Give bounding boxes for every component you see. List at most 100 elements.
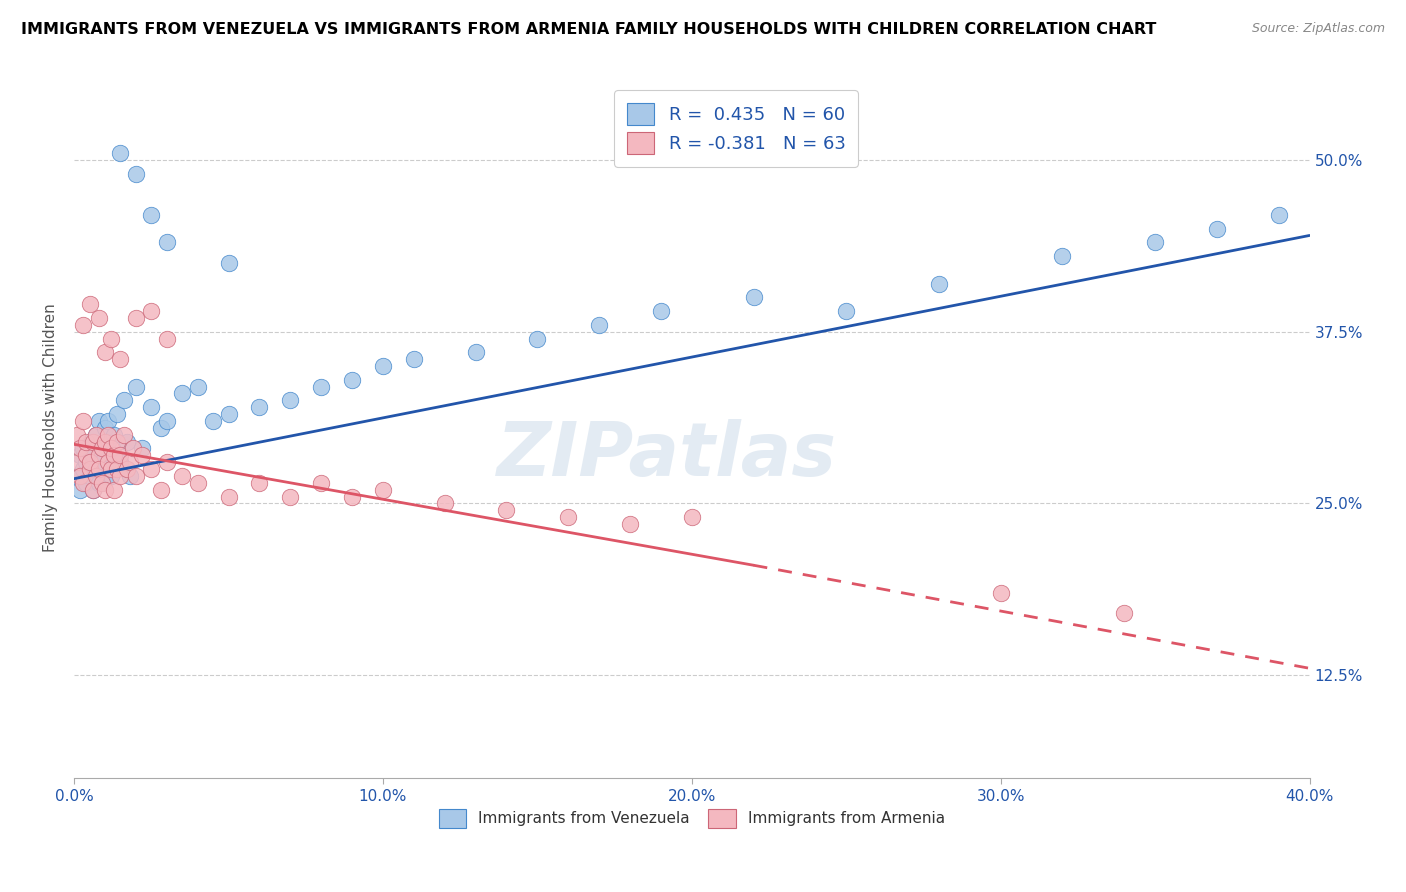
Legend: Immigrants from Venezuela, Immigrants from Armenia: Immigrants from Venezuela, Immigrants fr… bbox=[433, 803, 952, 834]
Point bbox=[495, 503, 517, 517]
Point bbox=[172, 469, 194, 483]
Point bbox=[87, 475, 110, 490]
Point bbox=[79, 462, 101, 476]
Point bbox=[100, 469, 122, 483]
Point bbox=[103, 448, 125, 462]
Point bbox=[72, 475, 94, 490]
Point bbox=[66, 455, 89, 469]
Point bbox=[82, 434, 104, 449]
Point bbox=[218, 407, 240, 421]
Point bbox=[340, 490, 363, 504]
Point bbox=[84, 427, 107, 442]
Point bbox=[278, 490, 301, 504]
Point bbox=[75, 448, 97, 462]
Point bbox=[97, 434, 120, 449]
Point bbox=[110, 455, 132, 469]
Point bbox=[557, 510, 579, 524]
Point bbox=[125, 379, 148, 393]
Point bbox=[156, 455, 179, 469]
Point bbox=[110, 469, 132, 483]
Point bbox=[75, 434, 97, 449]
Point bbox=[131, 448, 153, 462]
Point bbox=[82, 448, 104, 462]
Point bbox=[82, 483, 104, 497]
Point bbox=[90, 442, 112, 456]
Point bbox=[75, 475, 97, 490]
Point bbox=[278, 393, 301, 408]
Point bbox=[125, 167, 148, 181]
Point bbox=[90, 442, 112, 456]
Point bbox=[141, 304, 163, 318]
Point bbox=[464, 345, 486, 359]
Point bbox=[371, 359, 394, 373]
Point bbox=[90, 455, 112, 469]
Point bbox=[371, 483, 394, 497]
Point bbox=[84, 427, 107, 442]
Point bbox=[433, 496, 456, 510]
Point bbox=[526, 332, 548, 346]
Point bbox=[72, 318, 94, 332]
Point bbox=[79, 455, 101, 469]
Point bbox=[94, 469, 117, 483]
Point bbox=[309, 475, 332, 490]
Point bbox=[103, 483, 125, 497]
Point bbox=[97, 414, 120, 428]
Point bbox=[115, 462, 138, 476]
Point bbox=[87, 462, 110, 476]
Point bbox=[156, 332, 179, 346]
Point bbox=[82, 483, 104, 497]
Point bbox=[141, 462, 163, 476]
Point bbox=[118, 455, 141, 469]
Point bbox=[103, 427, 125, 442]
Text: IMMIGRANTS FROM VENEZUELA VS IMMIGRANTS FROM ARMENIA FAMILY HOUSEHOLDS WITH CHIL: IMMIGRANTS FROM VENEZUELA VS IMMIGRANTS … bbox=[21, 22, 1157, 37]
Point bbox=[149, 483, 172, 497]
Point bbox=[218, 490, 240, 504]
Point bbox=[218, 256, 240, 270]
Point bbox=[141, 208, 163, 222]
Point bbox=[1267, 208, 1289, 222]
Point bbox=[172, 386, 194, 401]
Point bbox=[97, 455, 120, 469]
Point bbox=[69, 442, 91, 456]
Point bbox=[141, 401, 163, 415]
Point bbox=[619, 516, 641, 531]
Point bbox=[75, 455, 97, 469]
Point bbox=[247, 475, 270, 490]
Y-axis label: Family Households with Children: Family Households with Children bbox=[44, 303, 58, 552]
Point bbox=[105, 434, 128, 449]
Point bbox=[187, 475, 209, 490]
Point bbox=[187, 379, 209, 393]
Point bbox=[79, 434, 101, 449]
Point bbox=[79, 297, 101, 311]
Point bbox=[125, 469, 148, 483]
Point bbox=[112, 393, 135, 408]
Point bbox=[100, 442, 122, 456]
Point bbox=[112, 427, 135, 442]
Point bbox=[340, 373, 363, 387]
Point bbox=[87, 414, 110, 428]
Point bbox=[309, 379, 332, 393]
Point bbox=[94, 345, 117, 359]
Point bbox=[69, 483, 91, 497]
Point bbox=[588, 318, 610, 332]
Point bbox=[72, 414, 94, 428]
Point bbox=[928, 277, 950, 291]
Point bbox=[94, 483, 117, 497]
Point bbox=[100, 462, 122, 476]
Point bbox=[742, 290, 765, 304]
Point bbox=[1205, 221, 1227, 235]
Point bbox=[79, 469, 101, 483]
Point bbox=[156, 235, 179, 250]
Point bbox=[72, 442, 94, 456]
Point bbox=[1144, 235, 1167, 250]
Text: ZIPatlas: ZIPatlas bbox=[498, 419, 837, 492]
Point bbox=[115, 434, 138, 449]
Point bbox=[105, 462, 128, 476]
Point bbox=[156, 414, 179, 428]
Point bbox=[131, 442, 153, 456]
Text: Source: ZipAtlas.com: Source: ZipAtlas.com bbox=[1251, 22, 1385, 36]
Point bbox=[110, 146, 132, 161]
Point bbox=[1114, 607, 1136, 621]
Point bbox=[97, 427, 120, 442]
Point bbox=[681, 510, 703, 524]
